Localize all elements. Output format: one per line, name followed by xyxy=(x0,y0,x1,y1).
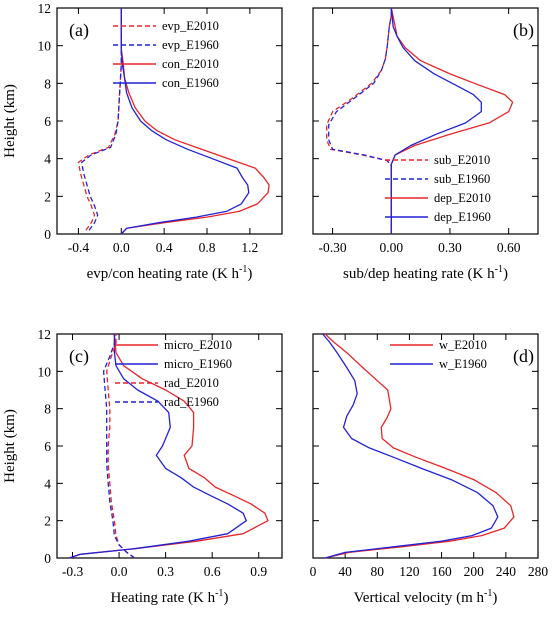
legend-entry: sub_E1960 xyxy=(434,172,490,186)
x-tick-label: 80 xyxy=(371,564,385,579)
y-tick-label: 12 xyxy=(38,327,52,342)
x-tick-label: 0.6 xyxy=(204,564,221,579)
legend-entry: evp_E2010 xyxy=(162,19,219,33)
y-tick-label: 6 xyxy=(44,114,51,129)
series-line-w_E2010 xyxy=(324,333,515,559)
x-tick-label: 0.9 xyxy=(250,564,267,579)
y-tick-label: 4 xyxy=(44,152,51,167)
x-tick-label: 0.00 xyxy=(379,240,403,255)
x-tick-label: 0.8 xyxy=(199,240,216,255)
x-tick-label: 1.2 xyxy=(241,240,258,255)
legend-entry: dep_E1960 xyxy=(434,210,491,224)
y-tick-label: 0 xyxy=(44,227,51,242)
y-tick-label: 10 xyxy=(38,364,52,379)
series-line-sub_E1960 xyxy=(328,8,392,234)
panel-b: -0.30 0.00 0.30 0.60 (b) sub_E2010 sub_E1960de… xyxy=(312,7,539,282)
x-tick-label: 200 xyxy=(464,564,485,579)
legend-entry: sub_E2010 xyxy=(434,153,490,167)
x-axis-label: sub/dep heating rate (K h-1) xyxy=(343,264,508,282)
y-axis-label: Height (km) xyxy=(2,84,18,158)
legend-entry: dep_E2010 xyxy=(434,191,491,205)
series-line-rad_E1960 xyxy=(102,334,135,559)
series-line-sub_E2010 xyxy=(326,8,392,234)
x-tick-label: 0 xyxy=(310,564,317,579)
x-tick-label: 160 xyxy=(431,564,452,579)
series-line-dep_E2010 xyxy=(390,7,514,234)
panel-d: 0 40 80 120 160 200 240 280 (d) w_E2010 w_E1960 Ver… xyxy=(310,333,549,606)
series-line-w_E1960 xyxy=(322,333,499,559)
legend-entry: w_E2010 xyxy=(439,338,487,352)
y-tick-label: 8 xyxy=(44,402,51,417)
x-tick-label: 0.3 xyxy=(157,564,174,579)
legend-entry: micro_E2010 xyxy=(164,338,232,352)
y-axis-label: Height (km) xyxy=(2,409,18,483)
y-tick-label: 12 xyxy=(38,1,52,16)
x-tick-label: 0.0 xyxy=(111,564,128,579)
series-line-micro_E1960 xyxy=(69,334,247,559)
legend-entry: rad_E1960 xyxy=(164,395,219,409)
series-line-micro_E2010 xyxy=(69,333,269,559)
panel-label: (d) xyxy=(513,346,534,367)
y-tick-label: 4 xyxy=(44,476,51,491)
legend-entry: con_E2010 xyxy=(162,57,219,71)
x-axis-label: Vertical velocity (m h-1) xyxy=(354,588,498,606)
x-tick-label: 120 xyxy=(399,564,420,579)
legend-entry: rad_E2010 xyxy=(164,376,219,390)
x-tick-label: -0.30 xyxy=(319,240,347,255)
legend-entry: con_E1960 xyxy=(162,76,219,90)
x-tick-label: 0.4 xyxy=(156,240,173,255)
panel-c: -0.3 0.0 0.3 0.6 0.9 0 2 4 6 8 10 12 (c) micro_E2010m… xyxy=(2,327,283,606)
x-axis-label: evp/con heating rate (K h-1) xyxy=(87,264,253,282)
x-tick-label: -0.4 xyxy=(68,240,90,255)
y-tick-label: 0 xyxy=(44,551,51,566)
x-tick-label: 280 xyxy=(528,564,549,579)
x-axis-label: Heating rate (K h-1) xyxy=(111,588,229,606)
series-line-rad_E2010 xyxy=(106,334,135,559)
y-tick-label: 10 xyxy=(38,39,52,54)
y-tick-label: 6 xyxy=(44,439,51,454)
series-line-evp_E1960 xyxy=(80,8,122,231)
series-line-evp_E2010 xyxy=(77,8,122,231)
y-tick-label: 8 xyxy=(44,76,51,91)
legend-entry: evp_E1960 xyxy=(162,38,219,52)
x-tick-label: -0.3 xyxy=(62,564,84,579)
legend-entry: w_E1960 xyxy=(439,357,487,371)
x-tick-label: 0.60 xyxy=(497,240,521,255)
x-tick-label: 0.0 xyxy=(113,240,130,255)
series-line-dep_E1960 xyxy=(390,7,482,234)
panel-label: (c) xyxy=(69,346,89,367)
x-tick-label: 240 xyxy=(496,564,517,579)
x-tick-label: 40 xyxy=(338,564,352,579)
y-tick-label: 2 xyxy=(44,514,51,529)
panel-label: (a) xyxy=(69,20,89,41)
legend-entry: micro_E1960 xyxy=(164,357,232,371)
panel-a: -0.4 0.0 0.4 0.8 1.2 0 2 4 6 8 10 12 (a) evp_E2010evp… xyxy=(2,1,283,282)
x-tick-label: 0.30 xyxy=(438,240,462,255)
panel-label: (b) xyxy=(513,20,534,41)
y-tick-label: 2 xyxy=(44,189,51,204)
plot-frame xyxy=(312,7,539,235)
